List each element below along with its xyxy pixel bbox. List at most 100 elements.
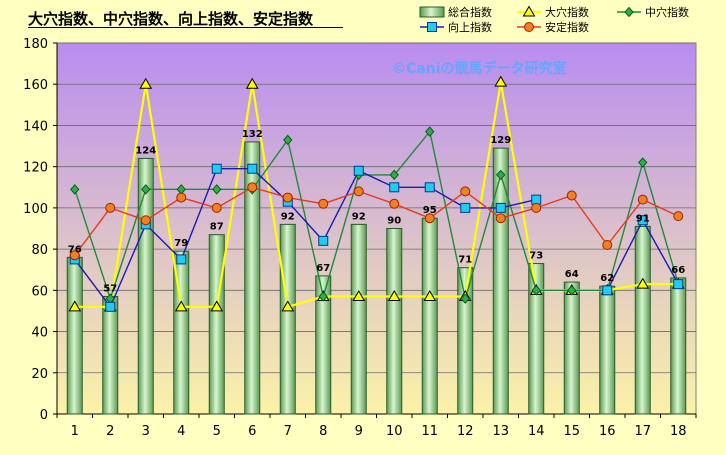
data-point-diamond	[318, 291, 328, 302]
y-tick-label: 40	[31, 326, 48, 341]
data-label: 87	[210, 222, 224, 233]
line-series-group	[74, 186, 679, 256]
data-point-diamond	[624, 6, 634, 18]
data-point-square	[105, 301, 116, 312]
data-point-circle	[460, 186, 471, 197]
legend-item: 向上指数	[420, 20, 492, 34]
data-point-square	[602, 285, 613, 296]
bar	[386, 228, 403, 415]
bar	[244, 141, 261, 415]
data-point-circle	[524, 22, 534, 32]
x-tick-label: 2	[106, 424, 114, 439]
data-point-circle	[247, 182, 258, 193]
data-point-circle	[105, 202, 116, 213]
y-tick-label: 100	[23, 202, 48, 217]
x-tick-label: 8	[319, 424, 327, 439]
data-label: 79	[174, 238, 188, 249]
y-tick-label: 140	[23, 119, 48, 134]
x-tick-label: 9	[355, 424, 363, 439]
data-point-triangle	[423, 290, 437, 302]
data-label: 90	[387, 216, 401, 227]
bar	[670, 277, 687, 415]
bar	[457, 267, 474, 415]
x-tick-label: 5	[213, 424, 221, 439]
bar	[66, 256, 83, 415]
data-point-circle	[211, 202, 222, 213]
data-point-circle	[318, 198, 329, 209]
series-line	[74, 130, 679, 300]
data-point-square	[460, 202, 471, 213]
bar	[102, 296, 119, 415]
bar	[208, 234, 225, 415]
series-line	[74, 186, 679, 256]
bar	[563, 281, 580, 415]
data-point-diamond	[425, 126, 435, 137]
data-point-diamond	[531, 285, 541, 296]
bar	[315, 275, 332, 415]
legend-item: 中穴指数	[617, 5, 689, 19]
data-point-triangle	[68, 300, 82, 312]
data-point-circle	[566, 190, 577, 201]
marker-group	[69, 182, 684, 261]
y-tick-label: 120	[23, 161, 48, 176]
data-point-square	[389, 182, 400, 193]
data-point-triangle	[494, 75, 508, 87]
data-point-square	[531, 194, 542, 205]
bar	[421, 217, 438, 415]
data-point-square	[318, 235, 329, 246]
data-point-circle	[69, 250, 80, 261]
bar-series	[66, 141, 687, 415]
bar	[492, 147, 509, 415]
data-label: 66	[671, 265, 685, 276]
data-point-triangle	[636, 277, 650, 289]
data-point-circle	[282, 192, 293, 203]
legend-item: 総合指数	[419, 5, 492, 19]
bar	[599, 285, 616, 415]
data-point-circle	[389, 198, 400, 209]
data-point-square	[211, 163, 222, 174]
data-point-triangle	[139, 77, 153, 89]
data-point-square	[424, 182, 435, 193]
legend-label: 中穴指数	[645, 5, 689, 19]
x-tick-label: 11	[421, 424, 438, 439]
data-label: 124	[135, 145, 156, 156]
data-point-circle	[424, 213, 435, 224]
data-point-circle	[176, 192, 187, 203]
data-point-square	[427, 22, 437, 32]
data-point-triangle	[174, 300, 188, 312]
y-axis-ticks: 0 20 40 60 80 100 120 140 160 180	[23, 37, 58, 423]
y-tick-label: 80	[31, 243, 48, 258]
legend-label: 大穴指数	[545, 5, 589, 19]
data-point-triangle	[522, 5, 536, 17]
line-series-group	[74, 130, 679, 300]
data-point-triangle	[210, 300, 224, 312]
data-label: 64	[565, 269, 579, 280]
data-label: 62	[600, 273, 614, 284]
x-tick-label: 12	[457, 424, 474, 439]
data-point-triangle	[245, 77, 259, 89]
data-point-circle	[637, 194, 648, 205]
data-label: 92	[281, 211, 295, 222]
data-point-diamond	[496, 169, 506, 181]
legend-swatch	[419, 6, 445, 18]
data-point-triangle	[387, 290, 401, 302]
data-label: 76	[68, 244, 82, 255]
data-point-triangle	[352, 290, 366, 302]
y-tick-label: 160	[23, 78, 48, 93]
legend-label: 向上指数	[448, 20, 492, 34]
bar	[173, 250, 190, 415]
data-point-diamond	[212, 184, 222, 195]
data-point-square	[247, 163, 258, 174]
x-tick-label: 17	[634, 424, 651, 439]
bar	[137, 157, 154, 415]
data-point-diamond	[141, 184, 151, 195]
data-point-circle	[495, 213, 506, 224]
data-point-square	[495, 202, 506, 213]
data-point-circle	[140, 215, 151, 226]
legend-label: 安定指数	[545, 20, 589, 34]
data-labels: 76 57 124 79 87 132 92 67 92 90 95 71 129 73 64 62 91 66	[68, 129, 685, 295]
data-point-circle	[602, 239, 613, 250]
data-point-diamond	[70, 184, 80, 195]
data-point-circle	[673, 211, 684, 222]
